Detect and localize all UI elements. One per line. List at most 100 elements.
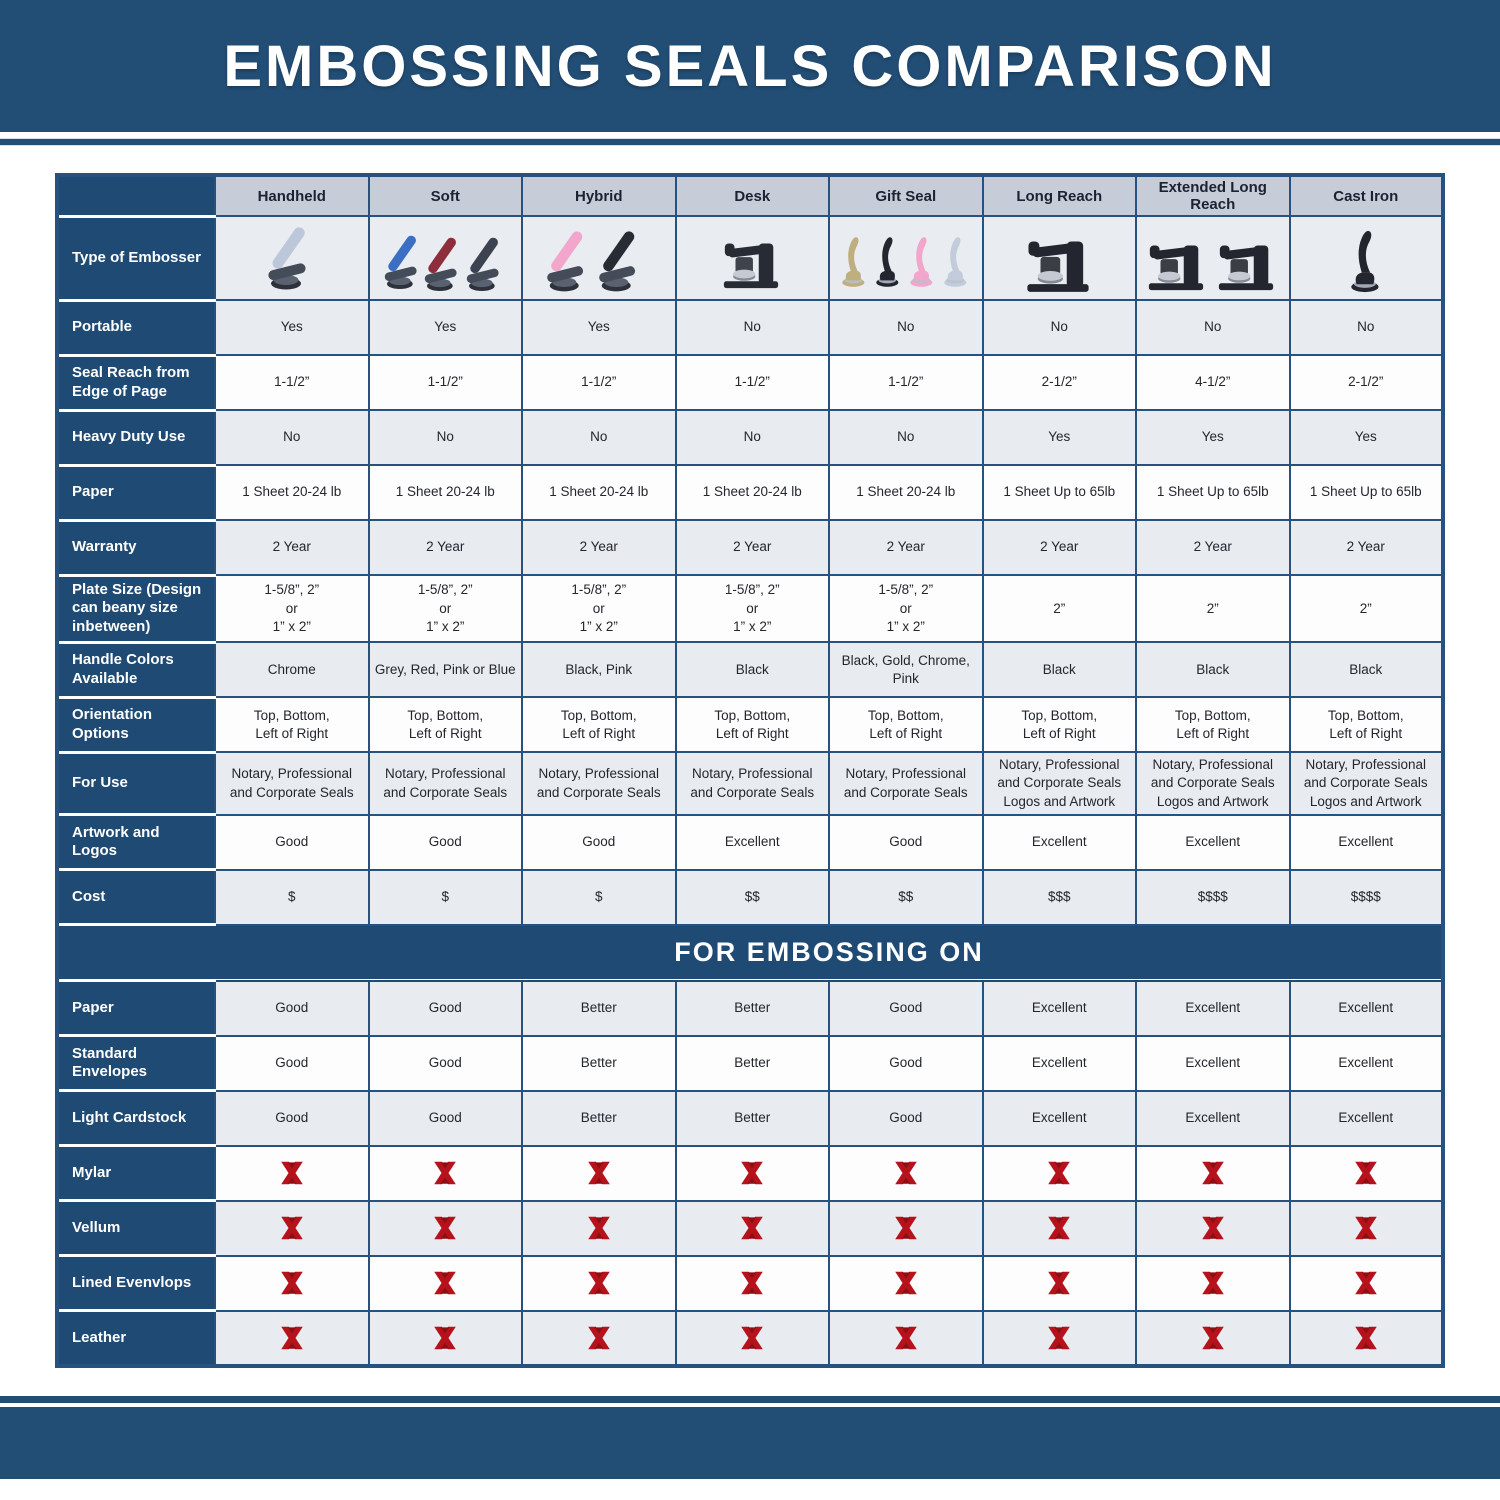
x-icon	[1198, 1323, 1228, 1353]
table-cell: 2 Year	[1288, 519, 1444, 576]
x-icon-cell	[674, 1309, 830, 1367]
comparison-table-wrapper: Handheld Soft Hybrid Desk Gift Seal Long Reac…	[0, 173, 1500, 1368]
table-cell: 1-1/2”	[521, 354, 677, 411]
x-icon	[277, 1323, 307, 1353]
x-icon-cell	[1288, 1254, 1444, 1312]
table-cell: 1 Sheet 20-24 lb	[367, 464, 523, 521]
row-label: Handle Colors Available	[56, 640, 216, 699]
x-icon	[1351, 1158, 1381, 1188]
row-label: Type of Embosser	[56, 214, 216, 302]
x-icon-cell	[981, 1144, 1137, 1202]
table-cell: 2 Year	[1135, 519, 1291, 576]
x-icon	[737, 1158, 767, 1188]
column-header-soft: Soft	[367, 174, 523, 217]
table-cell: 1 Sheet Up to 65lb	[1288, 464, 1444, 521]
x-icon-cell	[1135, 1254, 1291, 1312]
table-cell: Black	[674, 641, 830, 699]
table-row-standard-envelopes: Standard Envelopes Good Good Better Better Go…	[56, 1034, 1444, 1093]
row-label: Light Cardstock	[56, 1089, 216, 1148]
table-cell: $	[214, 868, 370, 926]
table-cell: Better	[674, 979, 830, 1037]
row-label: Paper	[56, 463, 216, 522]
table-cell: Chrome	[214, 641, 370, 699]
table-cell: Good	[367, 813, 523, 871]
table-cell: Yes	[214, 299, 370, 356]
x-icon	[1044, 1268, 1074, 1298]
x-icon-cell	[981, 1254, 1137, 1312]
row-label: Artwork and Logos	[56, 813, 216, 872]
x-icon	[1351, 1213, 1381, 1243]
table-cell: Excellent	[1288, 813, 1444, 871]
table-cell: Good	[367, 1089, 523, 1147]
x-icon-cell	[674, 1254, 830, 1312]
x-icon-cell	[828, 1254, 984, 1312]
table-row-warranty: Warranty 2 Year 2 Year 2 Year 2 Year 2 Year 2 …	[56, 518, 1444, 577]
x-icon	[1351, 1323, 1381, 1353]
x-icon	[1044, 1158, 1074, 1188]
table-row-cost: Cost $ $ $ $$ $$ $$$ $$$$ $$$$	[56, 868, 1444, 927]
column-header-extended-long-reach: Extended Long Reach	[1135, 174, 1291, 217]
footer-band	[0, 1406, 1500, 1479]
table-cell: Top, Bottom, Left of Right	[1288, 696, 1444, 754]
table-cell: No	[674, 299, 830, 356]
x-icon-cell	[214, 1309, 370, 1367]
column-header-gift-seal: Gift Seal	[828, 174, 984, 217]
x-icon	[277, 1158, 307, 1188]
table-cell: $$$	[981, 868, 1137, 926]
table-cell: 1-5/8”, 2” or 1” x 2”	[214, 573, 370, 644]
table-cell: No	[1135, 299, 1291, 356]
x-icon-cell	[981, 1199, 1137, 1257]
page-title: EMBOSSING SEALS COMPARISON	[223, 33, 1277, 99]
table-cell: 1-1/2”	[214, 354, 370, 411]
x-icon-cell	[981, 1309, 1137, 1367]
table-cell: Yes	[1288, 409, 1444, 466]
spacer	[0, 1367, 1500, 1396]
x-icon	[430, 1213, 460, 1243]
x-icon	[891, 1158, 921, 1188]
x-icon	[584, 1213, 614, 1243]
x-icon-cell	[1288, 1199, 1444, 1257]
row-label: Warranty	[56, 518, 216, 577]
cast-iron-embosser-image	[1288, 215, 1444, 301]
table-cell: 1-5/8”, 2” or 1” x 2”	[828, 573, 984, 644]
table-cell: Top, Bottom, Left of Right	[521, 696, 677, 754]
table-cell: Excellent	[674, 813, 830, 871]
row-label: Leather	[56, 1309, 216, 1368]
table-cell: Yes	[981, 409, 1137, 466]
table-cell: Black	[1288, 641, 1444, 699]
table-cell: No	[828, 299, 984, 356]
x-icon	[1198, 1158, 1228, 1188]
table-cell: 2 Year	[981, 519, 1137, 576]
table-cell: Notary, Professional and Corporate Seals	[674, 751, 830, 816]
table-cell: Excellent	[1135, 813, 1291, 871]
table-cell: Black, Pink	[521, 641, 677, 699]
x-icon	[891, 1323, 921, 1353]
x-icon-cell	[367, 1254, 523, 1312]
row-label: Mylar	[56, 1144, 216, 1203]
table-cell: 1-5/8”, 2” or 1” x 2”	[367, 573, 523, 644]
x-icon	[584, 1158, 614, 1188]
table-cell: 2”	[1135, 573, 1291, 644]
table-cell: Good	[828, 813, 984, 871]
x-icon-cell	[214, 1199, 370, 1257]
table-cell: Top, Bottom, Left of Right	[367, 696, 523, 754]
divider-navy	[0, 138, 1500, 146]
x-icon	[891, 1213, 921, 1243]
embosser-type-row: Type of Embosser	[56, 214, 1444, 302]
x-icon	[584, 1268, 614, 1298]
x-icon-cell	[828, 1309, 984, 1367]
divider-white	[0, 132, 1500, 138]
x-icon	[737, 1323, 767, 1353]
table-cell: Top, Bottom, Left of Right	[214, 696, 370, 754]
table-cell: 2-1/2”	[981, 354, 1137, 411]
table-cell: 1-5/8”, 2” or 1” x 2”	[521, 573, 677, 644]
column-header-hybrid: Hybrid	[521, 174, 677, 217]
table-cell: 1-5/8”, 2” or 1” x 2”	[674, 573, 830, 644]
title-band: EMBOSSING SEALS COMPARISON	[0, 0, 1500, 132]
table-row-artwork-and-logos: Artwork and Logos Good Good Good Excellent Go…	[56, 813, 1444, 872]
table-row-heavy-duty-use: Heavy Duty Use No No No No No Yes Yes Yes	[56, 408, 1444, 467]
row-label: For Use	[56, 750, 216, 817]
table-cell: 1-1/2”	[367, 354, 523, 411]
table-cell: Yes	[521, 299, 677, 356]
table-cell: Better	[521, 1034, 677, 1092]
